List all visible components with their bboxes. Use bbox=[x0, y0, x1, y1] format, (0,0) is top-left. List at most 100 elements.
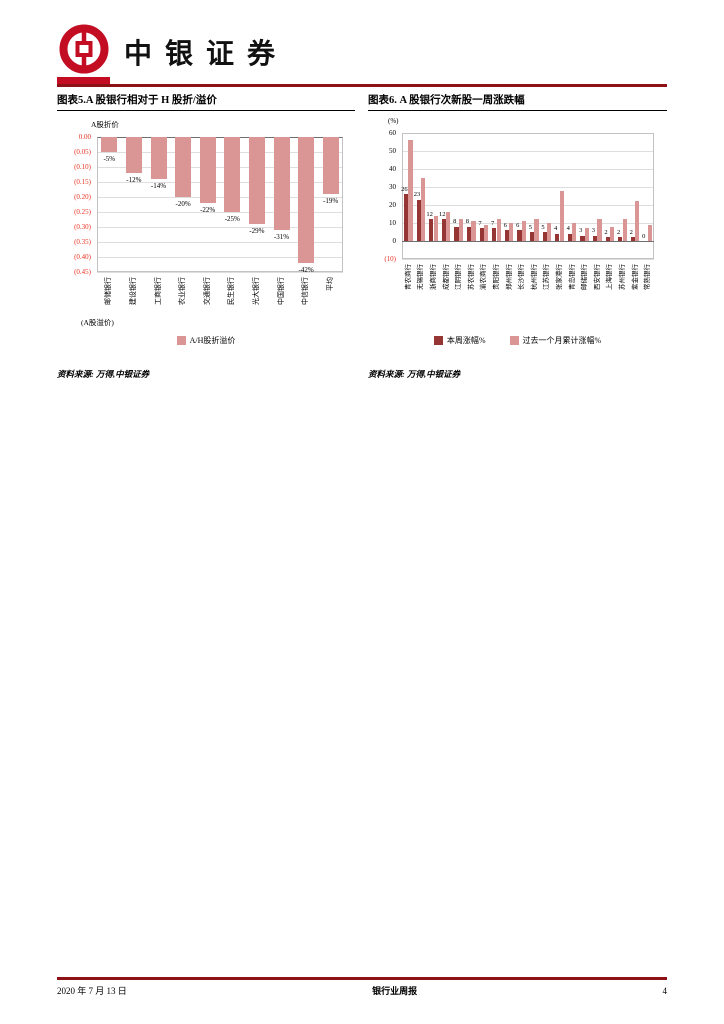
gridline bbox=[402, 259, 654, 260]
fig5-y-tick: (0.10) bbox=[74, 163, 91, 171]
fig6-legend-swatch-week bbox=[433, 336, 443, 345]
fig5-bar bbox=[125, 137, 142, 173]
fig5-bar-value: -22% bbox=[200, 206, 216, 214]
fig5-bar bbox=[199, 137, 216, 203]
gridline bbox=[97, 227, 343, 228]
gridline bbox=[97, 182, 343, 183]
fig5-bar-value: -25% bbox=[224, 215, 240, 223]
figure5-section: 图表5.A 股银行相对于 H 股折/溢价 A股折价 (A股溢价) A/H股折溢价… bbox=[57, 92, 355, 380]
gridline bbox=[402, 205, 654, 206]
fig6-bar-month bbox=[635, 201, 640, 241]
fig6-bar-value: 5 bbox=[541, 223, 545, 231]
fig6-category-label: 苏农银行 bbox=[467, 264, 475, 290]
gridline bbox=[97, 242, 343, 243]
fig6-category-label: 苏州银行 bbox=[619, 264, 626, 290]
fig6-bar-week bbox=[567, 233, 573, 241]
fig6-bar-week bbox=[592, 235, 598, 241]
fig6-category-label: 上海银行 bbox=[606, 264, 614, 290]
fig6-legend-item-month: 过去一个月累计涨幅% bbox=[509, 335, 602, 346]
fig5-bar bbox=[101, 137, 118, 152]
fig6-bar-month bbox=[622, 219, 627, 241]
fig6-bar-value: 6 bbox=[516, 221, 520, 229]
fig6-bar-month bbox=[597, 219, 602, 241]
fig6-bar-value: 2 bbox=[629, 228, 633, 236]
fig6-legend-label-month: 过去一个月累计涨幅% bbox=[522, 336, 602, 345]
fig6-bar-month bbox=[408, 140, 413, 241]
fig6-bar-month bbox=[647, 224, 653, 241]
fig5-legend: A/H股折溢价 bbox=[57, 335, 355, 346]
fig6-bar-month bbox=[458, 219, 464, 241]
figure5-chart: A股折价 (A股溢价) A/H股折溢价 0.00 (0.05) (0.10) (0.1… bbox=[57, 113, 355, 358]
fig6-category-label: 贵阳银行 bbox=[493, 264, 500, 290]
fig6-legend-label-week: 本周涨幅% bbox=[446, 336, 486, 345]
fig6-bar-month bbox=[534, 219, 539, 241]
fig5-category-label: 邮储银行 bbox=[104, 277, 113, 305]
fig6-bar-week bbox=[416, 199, 421, 241]
fig6-bar-month bbox=[496, 219, 501, 241]
fig6-y-tick: 10 bbox=[389, 219, 396, 227]
fig6-bar-value: 3 bbox=[591, 227, 596, 235]
fig6-category-label: 长沙银行 bbox=[518, 264, 526, 290]
fig5-bar-value: -19% bbox=[323, 197, 339, 205]
fig6-y-tick: (10) bbox=[384, 255, 396, 263]
fig5-legend-item: A/H股折溢价 bbox=[176, 335, 236, 346]
fig5-y-tick: (0.30) bbox=[74, 223, 91, 231]
fig6-y-tick: 30 bbox=[389, 183, 396, 191]
fig6-bar-week bbox=[542, 232, 547, 241]
fig5-y-tick: (0.15) bbox=[74, 178, 91, 186]
fig6-legend-swatch-month bbox=[509, 336, 519, 345]
fig6-bar-value: 0 bbox=[642, 232, 646, 240]
fig6-y-tick: 0 bbox=[392, 237, 397, 245]
fig6-bar-month bbox=[509, 223, 514, 241]
fig6-bar-week bbox=[466, 226, 472, 241]
fig5-category-label: 光大银行 bbox=[251, 277, 260, 305]
fig5-category-label: 中信银行 bbox=[301, 277, 310, 305]
fig5-legend-label: A/H股折溢价 bbox=[189, 336, 236, 345]
fig6-bar-value: 7 bbox=[490, 219, 495, 227]
fig5-category-label: 建设银行 bbox=[128, 277, 137, 305]
fig5-bar-value: -42% bbox=[298, 266, 314, 274]
fig6-y-tick: 50 bbox=[389, 147, 396, 155]
fig5-bar-value: -14% bbox=[150, 182, 167, 190]
header-rule bbox=[57, 84, 667, 87]
fig6-bar-value: 6 bbox=[503, 221, 507, 229]
fig6-bar-month bbox=[446, 212, 451, 241]
logo-underline-bar bbox=[57, 77, 110, 84]
boc-coin-icon bbox=[59, 24, 108, 74]
fig6-bar-value: 2 bbox=[616, 228, 621, 236]
figure6-section: 图表6. A 股银行次新股一周涨跌幅 (%) 本周涨幅% 过去一个月累计涨幅% … bbox=[368, 92, 667, 380]
fig5-y-tick: (0.25) bbox=[74, 208, 91, 216]
fig6-bar-value: 4 bbox=[566, 225, 570, 233]
fig6-bar-value: 8 bbox=[465, 218, 470, 226]
footer-row: 2020 年 7 月 13 日 银行业周报 4 bbox=[57, 984, 667, 997]
fig5-y-tick: 0.00 bbox=[78, 133, 91, 141]
fig5-bar-value: -5% bbox=[103, 155, 116, 163]
fig6-bar-week bbox=[529, 232, 535, 241]
fig6-bar-week bbox=[504, 230, 510, 241]
fig5-y-tick: (0.20) bbox=[74, 193, 91, 201]
fig6-bar-value: 8 bbox=[453, 218, 457, 226]
fig6-bar-value: 7 bbox=[478, 219, 482, 227]
fig5-discount-label: A股折价 bbox=[91, 120, 119, 129]
fig6-category-label: 成都银行 bbox=[442, 264, 450, 290]
brand-title: 中银证券 bbox=[124, 39, 289, 70]
fig5-bar bbox=[150, 137, 167, 179]
figure6-source: 资料来源: 万得,中银证券 bbox=[368, 369, 461, 379]
fig5-category-label: 平均 bbox=[325, 277, 334, 291]
fig5-category-label: 工商银行 bbox=[153, 277, 162, 305]
fig5-bar-value: -31% bbox=[273, 233, 290, 241]
fig6-bar-month bbox=[584, 228, 590, 241]
fig6-category-label: 紫金银行 bbox=[631, 264, 639, 290]
fig6-category-label: 常熟银行 bbox=[644, 264, 652, 290]
fig6-bar-week bbox=[429, 219, 434, 241]
fig5-plot-area bbox=[97, 137, 343, 272]
gridline bbox=[402, 169, 654, 170]
fig6-y-tick: 20 bbox=[389, 201, 396, 209]
fig5-y-tick: (0.05) bbox=[74, 148, 91, 156]
fig6-bar-value: 26 bbox=[401, 185, 408, 193]
fig6-bar-week bbox=[441, 219, 447, 241]
fig6-bar-value: 12 bbox=[438, 210, 446, 218]
footer-report-name: 银行业周报 bbox=[372, 986, 418, 996]
fig6-bar-week bbox=[517, 230, 522, 241]
